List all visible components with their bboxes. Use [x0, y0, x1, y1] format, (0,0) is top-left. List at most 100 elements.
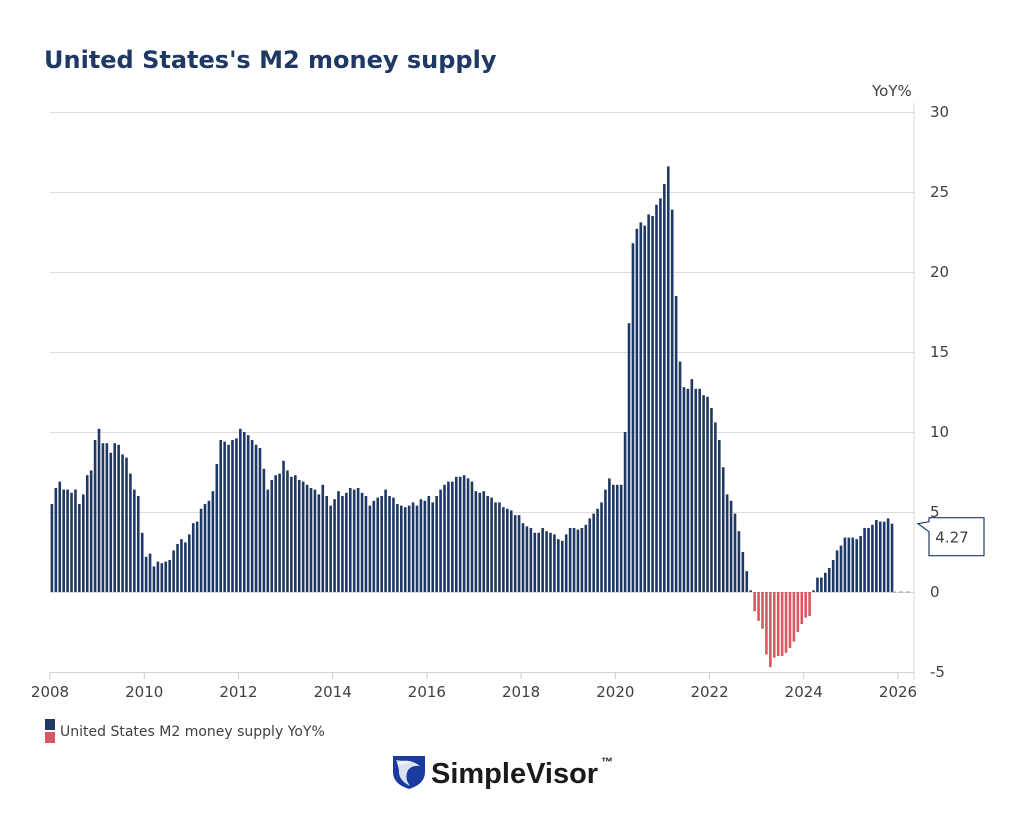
bar-2017-06 — [494, 502, 497, 592]
bar-2018-06 — [541, 528, 544, 592]
bar-2025-10 — [886, 518, 890, 592]
eagle-shield-icon — [393, 756, 425, 789]
bar-2020-09 — [647, 214, 650, 592]
bar-2013-06 — [305, 484, 309, 592]
bar-2019-04 — [580, 528, 584, 592]
bar-2023-06 — [776, 592, 780, 656]
bar-2021-11 — [702, 395, 705, 592]
bar-2016-03 — [435, 496, 438, 592]
bar-2012-08 — [266, 489, 270, 592]
y-axis-label: YoY% — [871, 82, 912, 100]
bar-2020-12 — [659, 198, 662, 592]
bar-2020-02 — [619, 484, 623, 592]
bar-2021-12 — [706, 396, 709, 592]
bar-2011-07 — [215, 464, 219, 592]
bar-2016-11 — [466, 478, 470, 592]
legend[interactable]: United States M2 money supply YoY% — [45, 719, 325, 743]
bar-2010-09 — [176, 544, 179, 592]
x-tick-label: 2016 — [408, 683, 446, 701]
bar-2018-05 — [537, 532, 541, 592]
bar-2024-09 — [835, 550, 839, 592]
bar-2012-03 — [246, 435, 250, 592]
bar-2010-12 — [188, 534, 191, 592]
bar-2014-07 — [356, 488, 360, 592]
y-tick-label: -5 — [930, 663, 945, 681]
bar-2011-11 — [231, 440, 234, 592]
bar-2022-03 — [718, 440, 721, 592]
bar-2012-07 — [262, 468, 266, 592]
bar-2022-08 — [737, 531, 741, 592]
bar-2013-10 — [321, 484, 325, 592]
bar-2015-12 — [423, 500, 427, 592]
legend-label: United States M2 money supply YoY% — [60, 724, 325, 740]
bar-2020-06 — [635, 228, 639, 593]
bar-2018-03 — [529, 528, 533, 592]
bar-2013-07 — [309, 488, 313, 592]
bar-2013-02 — [290, 476, 293, 592]
bar-2015-11 — [419, 499, 423, 592]
bar-2013-09 — [317, 494, 321, 592]
bar-2013-12 — [329, 505, 332, 592]
x-tick-label: 2010 — [125, 683, 163, 701]
bar-2009-03 — [105, 443, 109, 592]
bar-2025-02 — [855, 539, 859, 592]
bar-2024-04 — [816, 577, 819, 592]
bar-2023-04 — [769, 592, 772, 668]
bar-2021-08 — [690, 379, 694, 592]
bar-2022-02 — [714, 422, 717, 592]
bar-2019-06 — [588, 518, 592, 592]
x-tick-label: 2012 — [219, 683, 257, 701]
bar-2008-06 — [70, 492, 73, 592]
legend-swatch-positive — [45, 719, 55, 730]
bar-2016-07 — [451, 481, 454, 592]
bar-2019-01 — [568, 528, 572, 592]
bar-2011-09 — [223, 441, 226, 592]
bar-2011-12 — [235, 438, 238, 592]
bar-2015-07 — [403, 507, 407, 592]
bar-2018-02 — [525, 526, 529, 592]
bar-2021-02 — [666, 166, 670, 592]
bar-2011-10 — [227, 444, 230, 592]
bar-2017-03 — [482, 491, 486, 592]
bar-2010-05 — [160, 563, 164, 592]
bar-2017-05 — [490, 497, 493, 592]
bar-2019-07 — [592, 513, 595, 592]
y-tick-label: 15 — [930, 343, 949, 361]
bar-2012-11 — [278, 473, 281, 592]
last-value-label: 4.27 — [935, 529, 968, 547]
bar-2014-01 — [333, 499, 336, 592]
bar-2012-10 — [274, 475, 277, 592]
bar-2013-01 — [286, 470, 289, 592]
bar-2010-08 — [172, 550, 175, 592]
bar-2019-09 — [600, 502, 603, 592]
bar-2017-10 — [509, 510, 513, 592]
bar-2011-01 — [191, 523, 195, 592]
y-tick-label: 0 — [930, 583, 940, 601]
bar-2025-09 — [882, 521, 886, 592]
bar-2008-07 — [74, 489, 77, 592]
bar-2016-06 — [447, 481, 450, 592]
bar-2019-02 — [572, 528, 576, 592]
bar-2025-05 — [867, 528, 870, 592]
bar-2013-03 — [294, 475, 297, 592]
bar-2012-04 — [250, 440, 254, 592]
bar-2025-08 — [878, 521, 882, 592]
bar-2016-09 — [458, 476, 462, 592]
bar-2011-04 — [203, 504, 207, 592]
bar-2017-07 — [498, 502, 501, 592]
bar-2023-02 — [761, 592, 764, 629]
bar-2016-10 — [462, 475, 466, 592]
y-tick-label: 30 — [930, 103, 949, 121]
bar-2020-05 — [631, 243, 635, 592]
simplevisor-logo: SimpleVisor ™ — [393, 755, 613, 790]
x-tick-label: 2026 — [879, 683, 917, 701]
bar-2022-01 — [710, 408, 713, 592]
bar-2023-07 — [780, 592, 784, 656]
bar-2012-06 — [258, 448, 262, 592]
bar-2011-03 — [199, 508, 203, 592]
x-tick-label: 2014 — [314, 683, 352, 701]
bar-2018-04 — [533, 532, 537, 592]
bar-2014-03 — [341, 496, 344, 592]
x-tick-label: 2018 — [502, 683, 540, 701]
bar-2024-01 — [804, 592, 807, 618]
